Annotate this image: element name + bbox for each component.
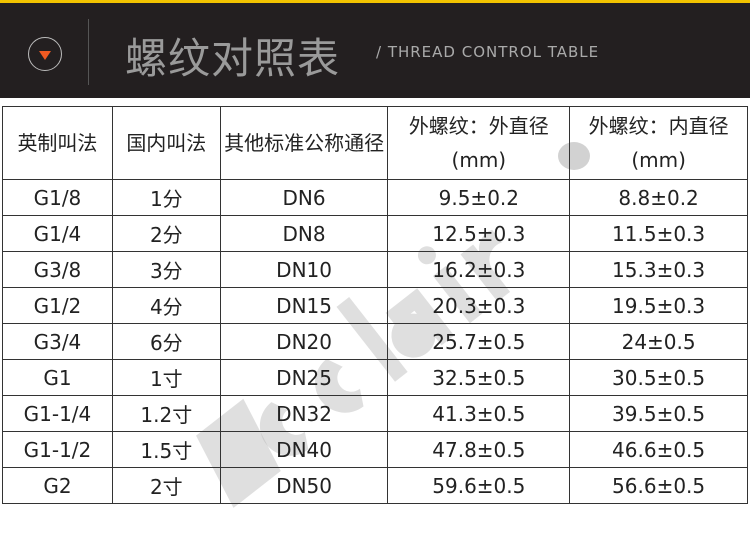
table-cell: 24±0.5 <box>569 323 748 360</box>
table-cell: 1.5寸 <box>111 431 221 468</box>
table-cell: 12.5±0.3 <box>387 215 571 252</box>
table-row: G1-1/2 1.5寸 DN40 47.8±0.5 46.6±0.5 <box>2 431 748 468</box>
table-row: G1 1寸 DN25 32.5±0.5 30.5±0.5 <box>2 359 748 396</box>
table-cell: 1分 <box>111 179 221 216</box>
table-cell: DN20 <box>219 323 389 360</box>
table-cell: 6分 <box>111 323 221 360</box>
table-cell: DN32 <box>219 395 389 432</box>
table-cell: DN25 <box>219 359 389 396</box>
table-cell: G3/8 <box>2 251 113 288</box>
table-cell: 32.5±0.5 <box>387 359 571 396</box>
table-cell: DN40 <box>219 431 389 468</box>
divider <box>88 19 89 85</box>
table-cell: 3分 <box>111 251 221 288</box>
table-cell: 15.3±0.3 <box>569 251 748 288</box>
table-cell: DN6 <box>219 179 389 216</box>
table-cell: 2寸 <box>111 467 221 504</box>
table-cell: G2 <box>2 467 113 504</box>
table-cell: DN8 <box>219 215 389 252</box>
column-header: 英制叫法 <box>2 106 113 180</box>
thread-table: 英制叫法 国内叫法 其他标准公称通径 外螺纹：外直径(mm) 外螺纹：内直径(mm) G… <box>2 106 748 504</box>
table-cell: 19.5±0.3 <box>569 287 748 324</box>
table-header: 英制叫法 国内叫法 其他标准公称通径 外螺纹：外直径(mm) 外螺纹：内直径(mm) <box>2 106 748 180</box>
table-row: G3/4 6分 DN20 25.7±0.5 24±0.5 <box>2 323 748 360</box>
table-cell: G1 <box>2 359 113 396</box>
table-cell: 8.8±0.2 <box>569 179 748 216</box>
table-cell: 25.7±0.5 <box>387 323 571 360</box>
table-cell: G1-1/4 <box>2 395 113 432</box>
table-row: G2 2寸 DN50 59.6±0.5 56.6±0.5 <box>2 467 748 504</box>
table-cell: G3/4 <box>2 323 113 360</box>
chevron-down-icon <box>28 37 62 71</box>
top-accent-line <box>0 0 750 3</box>
table-cell: G1/2 <box>2 287 113 324</box>
table-cell: DN10 <box>219 251 389 288</box>
table-cell: 1.2寸 <box>111 395 221 432</box>
table-cell: 9.5±0.2 <box>387 179 571 216</box>
table-cell: 1寸 <box>111 359 221 396</box>
table-cell: G1/8 <box>2 179 113 216</box>
table-cell: 20.3±0.3 <box>387 287 571 324</box>
table-row: G1/8 1分 DN6 9.5±0.2 8.8±0.2 <box>2 179 748 216</box>
table-cell: 4分 <box>111 287 221 324</box>
table-cell: 16.2±0.3 <box>387 251 571 288</box>
table-row: G1-1/4 1.2寸 DN32 41.3±0.5 39.5±0.5 <box>2 395 748 432</box>
table-cell: 11.5±0.3 <box>569 215 748 252</box>
table-cell: 2分 <box>111 215 221 252</box>
table-cell: 41.3±0.5 <box>387 395 571 432</box>
column-header: 其他标准公称通径 <box>219 106 389 180</box>
column-header: 外螺纹：外直径(mm) <box>387 106 571 180</box>
table-row: G1/2 4分 DN15 20.3±0.3 19.5±0.3 <box>2 287 748 324</box>
column-header: 外螺纹：内直径(mm) <box>569 106 748 180</box>
table-cell: 30.5±0.5 <box>569 359 748 396</box>
page-title: 螺纹对照表 <box>125 34 341 83</box>
table-cell: 46.6±0.5 <box>569 431 748 468</box>
column-header: 国内叫法 <box>111 106 221 180</box>
table-cell: 47.8±0.5 <box>387 431 571 468</box>
table-cell: 56.6±0.5 <box>569 467 748 504</box>
page-subtitle: / THREAD CONTROL TABLE <box>376 43 600 61</box>
title-banner: 螺纹对照表 / THREAD CONTROL TABLE <box>0 3 750 98</box>
table-cell: G1/4 <box>2 215 113 252</box>
table-cell: G1-1/2 <box>2 431 113 468</box>
table-row: G1/4 2分 DN8 12.5±0.3 11.5±0.3 <box>2 215 748 252</box>
table-cell: DN50 <box>219 467 389 504</box>
table-cell: 59.6±0.5 <box>387 467 571 504</box>
table-cell: DN15 <box>219 287 389 324</box>
table-cell: 39.5±0.5 <box>569 395 748 432</box>
table-row: G3/8 3分 DN10 16.2±0.3 15.3±0.3 <box>2 251 748 288</box>
